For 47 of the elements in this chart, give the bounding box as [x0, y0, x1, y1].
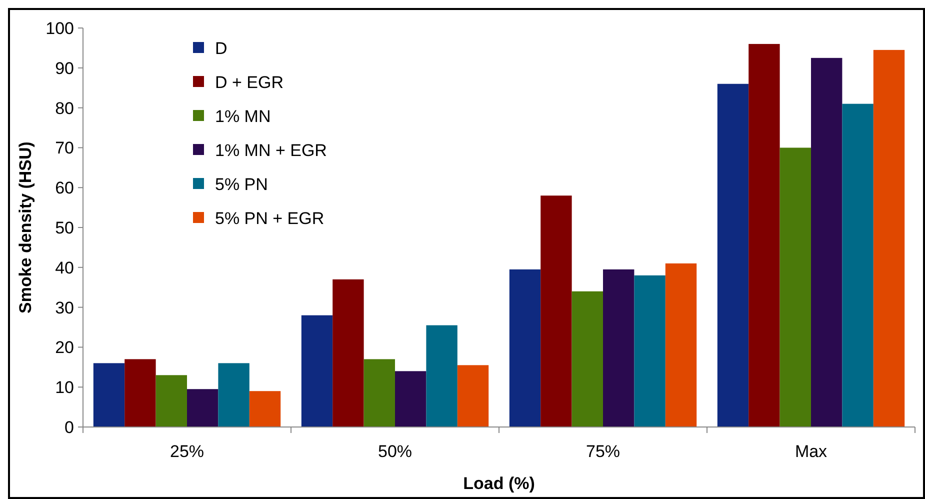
y-tick-label: 40	[55, 258, 74, 278]
bar	[156, 375, 187, 427]
y-tick-label: 10	[55, 378, 74, 398]
x-tick-label: 25%	[170, 442, 204, 461]
bar	[249, 391, 281, 427]
bar	[717, 84, 749, 427]
bar	[395, 371, 426, 427]
bar	[634, 275, 666, 427]
bar	[301, 315, 333, 427]
legend-label: 1% MN + EGR	[215, 140, 327, 160]
y-tick-label: 100	[46, 18, 74, 38]
bar	[665, 263, 697, 427]
x-tick-label: 75%	[586, 442, 620, 461]
y-tick-label: 50	[55, 218, 74, 238]
legend-label: D	[215, 38, 228, 58]
bar	[93, 363, 125, 427]
y-tick-label: 80	[55, 98, 74, 118]
y-tick-label: 60	[55, 178, 74, 198]
bar	[426, 325, 458, 427]
bar	[873, 50, 905, 427]
bar	[842, 104, 874, 427]
bar	[540, 196, 572, 427]
x-tick-label: Max	[794, 442, 828, 461]
bar	[332, 279, 364, 427]
bar	[218, 363, 250, 427]
bar	[811, 58, 842, 427]
y-tick-label: 0	[64, 418, 74, 437]
bar	[748, 44, 780, 427]
bar	[780, 148, 811, 427]
legend-label: 5% PN + EGR	[215, 208, 324, 228]
y-tick-label: 30	[55, 298, 74, 318]
bar	[509, 269, 541, 427]
bar	[187, 389, 218, 427]
x-tick-label: 50%	[378, 442, 412, 461]
x-axis-title: Load (%)	[463, 474, 535, 493]
bar	[457, 365, 489, 427]
y-axis-title: Smoke density (HSU)	[16, 142, 35, 314]
y-tick-label: 90	[55, 58, 74, 78]
legend-label: 1% MN	[215, 106, 271, 126]
bar	[364, 359, 395, 427]
bar	[572, 291, 603, 427]
bar	[603, 269, 634, 427]
y-tick-label: 20	[55, 338, 74, 358]
legend-label: D + EGR	[215, 72, 284, 92]
bar	[124, 359, 156, 427]
legend-label: 5% PN	[215, 174, 268, 194]
y-tick-label: 70	[55, 138, 74, 158]
